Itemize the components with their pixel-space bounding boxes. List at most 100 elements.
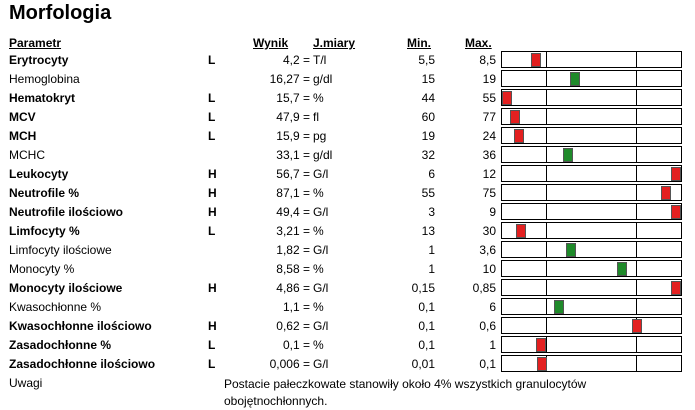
result-value: 33,1 = xyxy=(276,148,310,162)
range-marker xyxy=(671,205,681,219)
unit-label: % xyxy=(313,91,324,105)
range-divider xyxy=(546,261,547,276)
range-marker xyxy=(510,110,520,124)
range-divider xyxy=(636,223,637,238)
header-max: Max. xyxy=(465,36,492,50)
range-divider xyxy=(546,52,547,67)
range-marker xyxy=(632,319,642,333)
min-value: 19 xyxy=(421,129,435,143)
parameter-name: Leukocyty xyxy=(9,167,69,181)
unit-label: pg xyxy=(313,129,327,143)
table-row: Erytrocyty L 4,2 = T/l 5,5 8,5 xyxy=(0,51,695,70)
max-value: 6 xyxy=(489,300,496,314)
range-bar xyxy=(501,51,682,68)
min-value: 55 xyxy=(421,186,435,200)
header-wynik: Wynik xyxy=(253,36,289,50)
result-value: 4,86 = xyxy=(276,281,310,295)
range-divider xyxy=(546,109,547,124)
flag-indicator: L xyxy=(208,53,216,67)
parameter-name: Limfocyty ilościowe xyxy=(9,243,112,257)
min-value: 0,1 xyxy=(418,319,435,333)
range-marker xyxy=(671,167,681,181)
min-value: 32 xyxy=(421,148,435,162)
result-value: 8,58 = xyxy=(276,262,310,276)
range-marker xyxy=(554,300,564,314)
parameter-name: Monocyty % xyxy=(9,262,75,276)
range-divider xyxy=(636,185,637,200)
min-value: 0,15 xyxy=(411,281,435,295)
range-divider xyxy=(546,299,547,314)
range-marker xyxy=(502,91,512,105)
unit-label: % xyxy=(313,262,324,276)
header-min: Min. xyxy=(407,36,431,50)
flag-indicator: L xyxy=(208,357,216,371)
range-divider xyxy=(636,356,637,371)
max-value: 10 xyxy=(482,262,496,276)
max-value: 77 xyxy=(482,110,496,124)
range-divider xyxy=(636,242,637,257)
range-marker xyxy=(617,262,627,276)
unit-label: G/l xyxy=(313,281,329,295)
range-bar xyxy=(501,127,682,144)
max-value: 19 xyxy=(482,72,496,86)
unit-label: % xyxy=(313,300,324,314)
range-divider xyxy=(546,242,547,257)
min-value: 0,1 xyxy=(418,300,435,314)
flag-indicator: L xyxy=(208,110,216,124)
flag-indicator: H xyxy=(208,205,217,219)
range-bar xyxy=(501,355,682,372)
range-divider xyxy=(546,223,547,238)
range-divider xyxy=(636,71,637,86)
unit-label: G/l xyxy=(313,205,329,219)
result-value: 49,4 = xyxy=(276,205,310,219)
unit-label: G/l xyxy=(313,243,329,257)
table-row: Zasadochłonne % L 0,1 =% 0,1 1 xyxy=(0,336,695,355)
result-value: 56,7 = xyxy=(276,167,310,181)
range-marker xyxy=(566,243,576,257)
range-divider xyxy=(636,128,637,143)
unit-label: G/l xyxy=(313,167,329,181)
range-divider xyxy=(546,128,547,143)
range-bar xyxy=(501,108,682,125)
result-value: 16,27 = xyxy=(269,72,310,86)
flag-indicator: H xyxy=(208,319,217,333)
flag-indicator: L xyxy=(208,91,216,105)
parameter-name: Neutrofile % xyxy=(9,186,80,200)
range-marker xyxy=(531,53,541,67)
unit-label: % xyxy=(313,186,324,200)
parameter-name: MCHC xyxy=(9,148,45,162)
min-value: 1 xyxy=(428,243,435,257)
table-row: Monocyty ilościowe H 4,86 = G/l 0,15 0,85 xyxy=(0,279,695,298)
range-divider xyxy=(546,337,547,352)
header-jmiary: J.miary xyxy=(313,36,356,50)
max-value: 9 xyxy=(489,205,496,219)
parameter-name: Zasadochłonne ilościowo xyxy=(9,357,156,371)
unit-label: % xyxy=(313,338,324,352)
range-divider xyxy=(636,299,637,314)
min-value: 13 xyxy=(421,224,435,238)
table-row: MCH L 15,9 = pg 19 24 xyxy=(0,127,695,146)
max-value: 75 xyxy=(482,186,496,200)
range-bar xyxy=(501,279,682,296)
min-value: 6 xyxy=(428,167,435,181)
table-row: Leukocyty H 56,7 = G/l 6 12 xyxy=(0,165,695,184)
range-divider xyxy=(636,147,637,162)
max-value: 36 xyxy=(482,148,496,162)
max-value: 0,85 xyxy=(472,281,496,295)
range-marker xyxy=(516,224,526,238)
range-divider xyxy=(636,109,637,124)
page-title: Morfologia xyxy=(9,2,112,24)
range-bar xyxy=(501,165,682,182)
range-bar xyxy=(501,241,682,258)
flag-indicator: L xyxy=(208,129,216,143)
table-row: Neutrofile ilościowo H 49,4 = G/l 3 9 xyxy=(0,203,695,222)
result-value: 87,1 = xyxy=(276,186,310,200)
result-value: 1,82 = xyxy=(276,243,310,257)
parameter-name: MCV xyxy=(9,110,36,124)
result-value: 15,7 = xyxy=(276,91,310,105)
range-divider xyxy=(636,90,637,105)
range-bar xyxy=(501,336,682,353)
range-divider xyxy=(546,71,547,86)
table-row: Limfocyty ilościowe 1,82 = G/l 1 3,6 xyxy=(0,241,695,260)
parameter-name: Monocyty ilościowe xyxy=(9,281,123,295)
